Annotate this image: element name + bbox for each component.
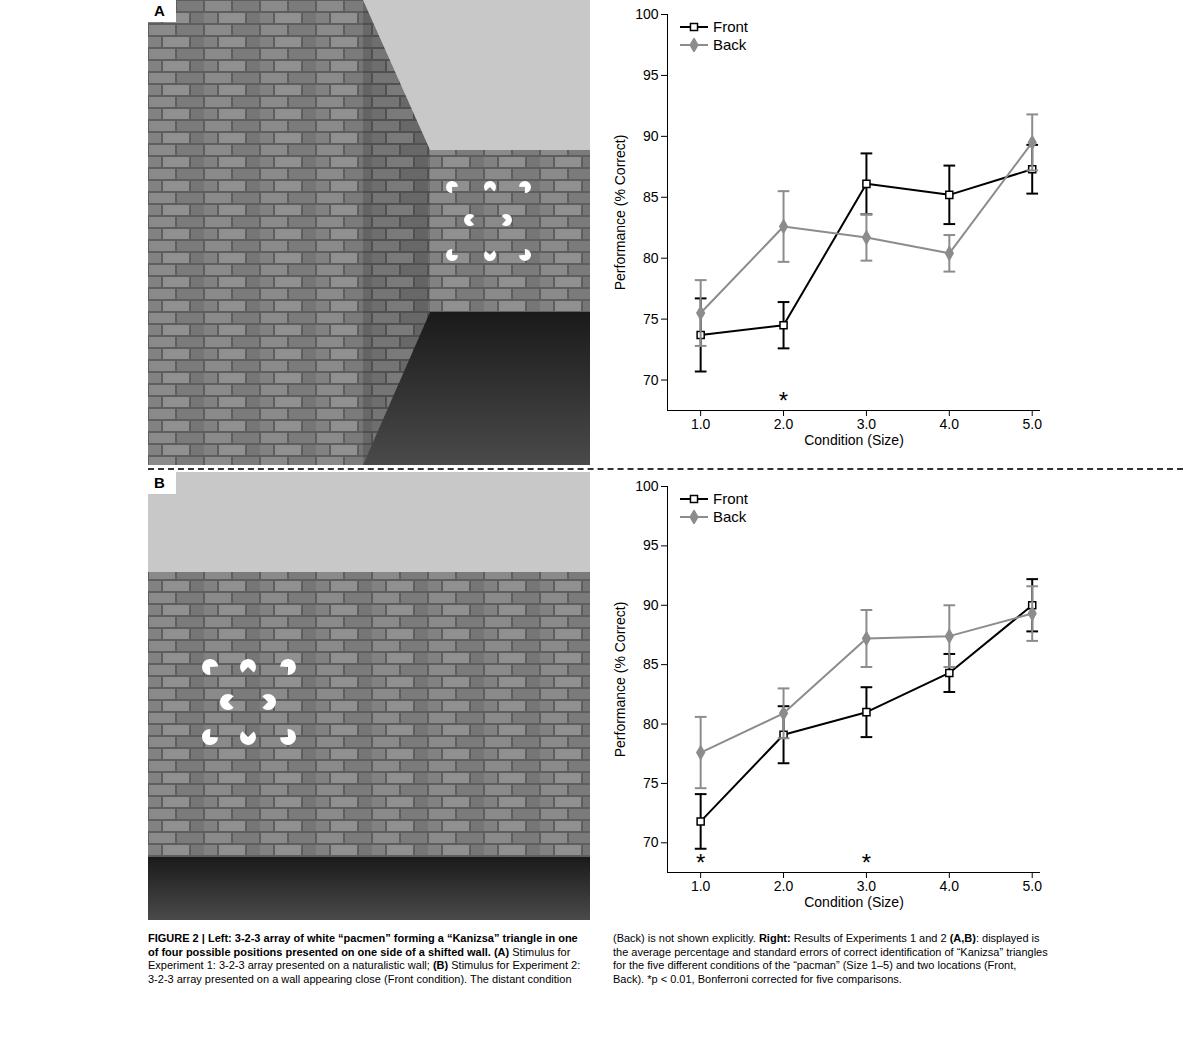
svg-text:95: 95: [643, 537, 659, 553]
svg-text:80: 80: [643, 250, 659, 266]
svg-text:5.0: 5.0: [1022, 878, 1042, 894]
svg-text:95: 95: [643, 67, 659, 83]
svg-text:2.0: 2.0: [774, 878, 794, 894]
svg-text:Performance (% Correct): Performance (% Correct): [612, 135, 628, 291]
svg-text:Condition (Size): Condition (Size): [804, 432, 904, 448]
svg-text:3.0: 3.0: [857, 416, 877, 432]
svg-text:B: B: [154, 474, 165, 491]
svg-text:80: 80: [643, 716, 659, 732]
svg-text:75: 75: [643, 775, 659, 791]
svg-text:*: *: [862, 849, 871, 876]
svg-text:Performance (% Correct): Performance (% Correct): [612, 602, 628, 758]
svg-text:4.0: 4.0: [940, 416, 960, 432]
svg-text:90: 90: [643, 597, 659, 613]
svg-text:85: 85: [643, 656, 659, 672]
svg-text:70: 70: [643, 834, 659, 850]
html-text:FIGURE 2 | Left: 3-2-3 array o: FIGURE 2 | Left: 3-2-3 array of white “p…: [148, 932, 1048, 985]
svg-text:1.0: 1.0: [691, 416, 711, 432]
svg-text:A: A: [154, 2, 165, 19]
svg-text:*: *: [779, 387, 788, 414]
html-text:Front: Front: [713, 490, 748, 507]
svg-text:5.0: 5.0: [1022, 416, 1042, 432]
svg-text:2.0: 2.0: [774, 416, 794, 432]
html-text:Front: Front: [713, 18, 748, 35]
svg-text:90: 90: [643, 128, 659, 144]
svg-text:75: 75: [643, 311, 659, 327]
svg-text:Condition (Size): Condition (Size): [804, 894, 904, 910]
html-text:Back: Back: [713, 508, 747, 525]
svg-text:3.0: 3.0: [857, 878, 877, 894]
svg-text:4.0: 4.0: [940, 878, 960, 894]
svg-text:100: 100: [635, 6, 659, 22]
svg-text:1.0: 1.0: [691, 878, 711, 894]
svg-text:*: *: [696, 849, 705, 876]
html-text:Back: Back: [713, 36, 747, 53]
svg-text:70: 70: [643, 372, 659, 388]
svg-text:100: 100: [635, 478, 659, 494]
svg-text:85: 85: [643, 189, 659, 205]
